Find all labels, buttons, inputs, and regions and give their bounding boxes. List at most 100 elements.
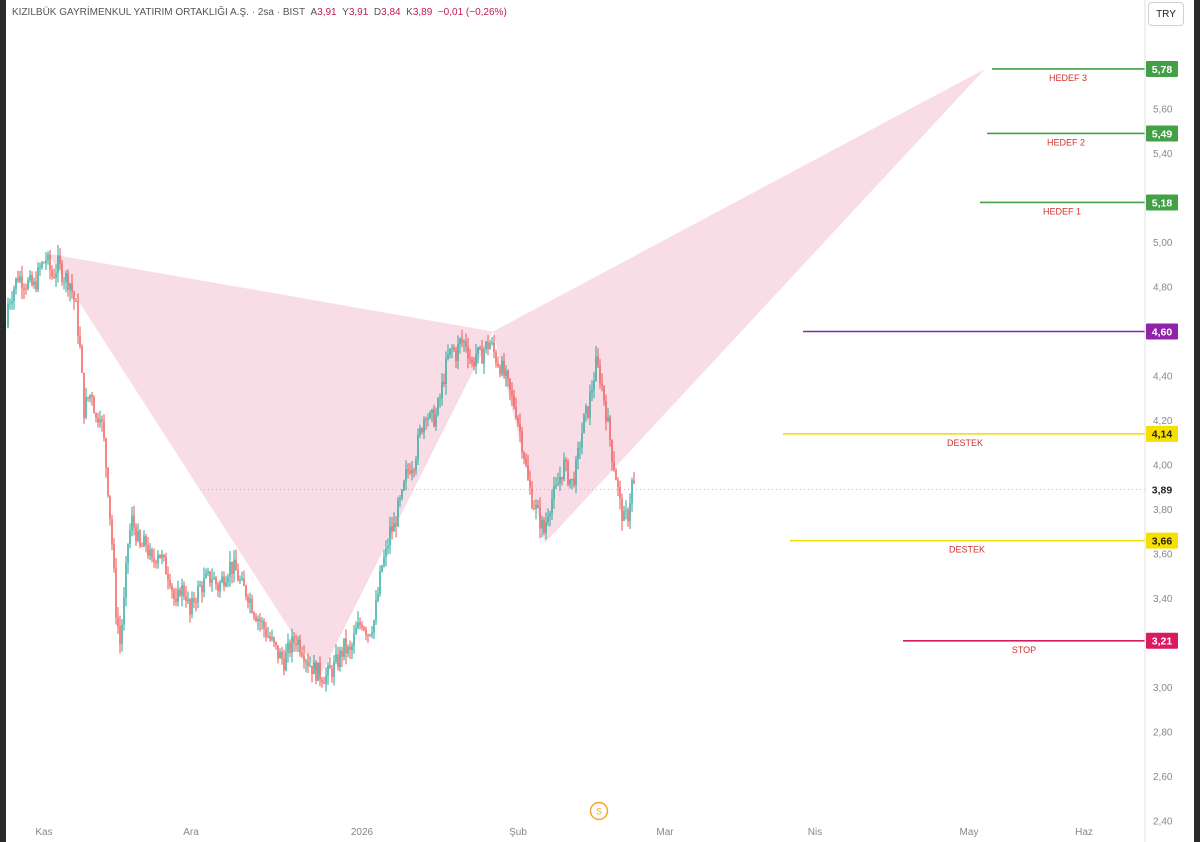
candle-body <box>167 574 169 581</box>
candle-body <box>195 601 197 603</box>
candle-body <box>91 395 93 397</box>
candle-body <box>335 654 337 662</box>
pattern-triangle-xab <box>48 253 493 677</box>
level-tag-text-hedef2: 5,49 <box>1152 128 1173 140</box>
low-value: 3,84 <box>381 7 401 18</box>
candle-body <box>411 470 413 474</box>
candle-body <box>193 598 195 602</box>
candle-body <box>455 350 457 361</box>
candle-body <box>403 481 405 490</box>
candle-body <box>35 281 37 290</box>
candle-body <box>311 665 313 675</box>
candle-body <box>607 416 609 422</box>
candle-body <box>227 577 229 583</box>
candle-body <box>423 419 425 433</box>
candle-body <box>157 554 159 564</box>
candle-body <box>345 638 347 654</box>
candle-body <box>233 559 235 575</box>
candle-body <box>151 549 153 559</box>
candle-body <box>231 561 233 575</box>
level-tag-text-destek1: 4,14 <box>1152 429 1173 441</box>
candle-body <box>301 652 303 656</box>
candle-body <box>517 417 519 424</box>
candle-body <box>283 658 285 671</box>
candle-body <box>239 579 241 581</box>
y-tick-label: 3,80 <box>1153 505 1173 516</box>
candle-body <box>543 519 545 533</box>
candle-body <box>197 586 199 603</box>
candle-body <box>71 283 73 293</box>
candle-body <box>7 304 9 328</box>
candle-body <box>605 400 607 422</box>
candle-body <box>351 645 353 651</box>
candle-body <box>41 262 43 268</box>
candle-body <box>79 336 81 347</box>
candle-body <box>329 665 331 669</box>
price-axis[interactable]: 2,402,602,803,003,203,403,603,804,004,20… <box>1146 60 1178 828</box>
candle-body <box>221 576 223 583</box>
candle-body <box>37 267 39 290</box>
candle-body <box>267 636 269 638</box>
open-key: A <box>310 7 318 18</box>
candle-body <box>501 360 503 375</box>
candle-body <box>447 354 449 359</box>
window-frame-right <box>1194 0 1200 842</box>
candle-body <box>407 469 409 472</box>
level-label-hedef3: HEDEF 3 <box>1049 73 1087 83</box>
candle-body <box>333 661 335 678</box>
settings-icon[interactable]: S <box>589 801 609 821</box>
candle-body <box>131 515 133 531</box>
candle-body <box>185 596 187 601</box>
candle-body <box>201 585 203 593</box>
candle-body <box>97 418 99 423</box>
low-key: D <box>373 7 382 18</box>
candle-body <box>317 662 319 681</box>
interval[interactable]: 2sa <box>257 7 274 18</box>
candle-body <box>535 504 537 509</box>
time-axis[interactable]: Kas Ara 2026 Şub Mar Nis May Haz <box>35 827 1093 838</box>
candle-body <box>627 510 629 522</box>
candle-body <box>191 598 193 615</box>
candle-body <box>585 406 587 414</box>
y-tick-label: 4,00 <box>1153 461 1173 472</box>
candle-body <box>603 386 605 401</box>
candle-body <box>581 433 583 448</box>
candle-body <box>293 636 295 644</box>
candle-body <box>73 292 75 301</box>
candle-body <box>433 409 435 427</box>
candle-body <box>539 507 541 529</box>
level-label-stop: STOP <box>1012 645 1036 655</box>
candle-body <box>77 301 79 337</box>
exchange: BIST <box>282 7 305 18</box>
candle-body <box>493 342 495 353</box>
candle-body <box>567 461 569 485</box>
currency-button[interactable]: TRY <box>1148 2 1184 26</box>
candle-body <box>391 526 393 532</box>
candle-body <box>55 273 57 278</box>
candle-body <box>505 370 507 376</box>
candle-body <box>513 395 515 408</box>
candle-body <box>229 561 231 578</box>
candle-body <box>29 275 31 281</box>
candle-body <box>85 397 87 418</box>
candle-body <box>537 504 539 508</box>
y-tick-label: 2,60 <box>1153 772 1173 783</box>
candle-body <box>109 495 111 519</box>
candle-body <box>171 585 173 591</box>
candle-body <box>631 480 633 504</box>
candle-body <box>435 414 437 427</box>
candle-body <box>595 356 597 381</box>
candle-body <box>599 365 601 384</box>
candle-body <box>161 555 163 559</box>
candle-body <box>237 570 239 581</box>
candle-body <box>611 440 613 462</box>
candle-body <box>279 651 281 659</box>
candle-body <box>75 300 77 302</box>
candle-body <box>287 642 289 653</box>
candle-body <box>39 267 41 269</box>
candle-body <box>393 523 395 532</box>
candle-body <box>291 636 293 653</box>
symbol-header: KIZILBÜK GAYRİMENKUL YATIRIM ORTAKLIĞI A… <box>12 7 507 18</box>
candle-body <box>457 344 459 361</box>
